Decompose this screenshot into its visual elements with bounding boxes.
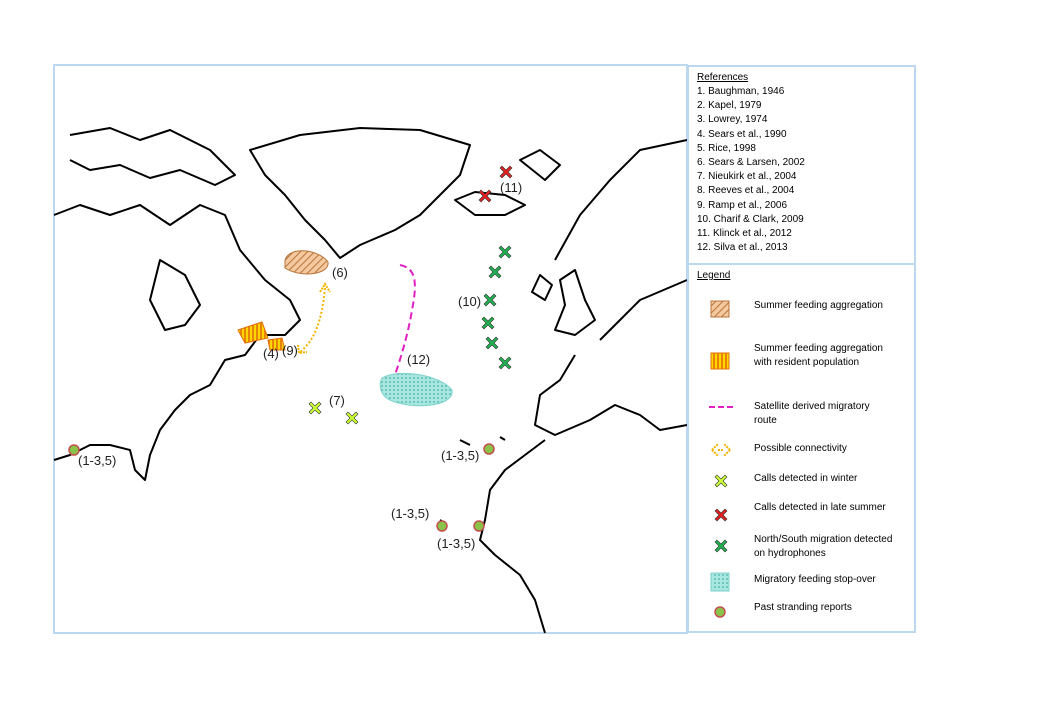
legend-symbols (709, 300, 733, 618)
resident-population-area (237, 321, 286, 351)
references-panel: References 1. Baughman, 1946 2. Kapel, 19… (687, 65, 916, 265)
reference-item: 3. Lowrey, 1974 (697, 114, 768, 126)
legend-label: Migratory feeding stop-over (754, 574, 876, 585)
summer-feeding-area (284, 250, 329, 275)
legend-label: Calls detected in late summer (754, 502, 886, 513)
reference-item: 11. Klinck et al., 2012 (697, 228, 792, 240)
legend-label: Summer feeding aggregation (754, 300, 883, 311)
legend-title: Legend (697, 270, 731, 281)
reference-item: 8. Reeves et al., 2004 (697, 185, 795, 197)
map-label: (9) (282, 343, 298, 358)
stop-over-area (379, 372, 453, 407)
legend-label: Calls detected in winter (754, 473, 858, 484)
legend-label: Possible connectivity (754, 443, 847, 454)
reference-item: 2. Kapel, 1979 (697, 100, 762, 112)
legend-label: North/South migration detected on hydrop… (754, 534, 893, 559)
reference-item: 6. Sears & Larsen, 2002 (697, 157, 805, 169)
markers (68, 165, 513, 532)
map-label: (1-3,5) (441, 448, 479, 463)
map-label: (11) (500, 180, 522, 195)
map-label: (1-3,5) (437, 536, 475, 551)
map-label: (1-3,5) (391, 506, 429, 521)
map-label: (10) (458, 294, 481, 309)
map-label: (12) (407, 352, 430, 367)
connectivity-arrows (297, 282, 331, 355)
reference-item: 9. Ramp et al., 2006 (697, 199, 788, 211)
legend-label: Past stranding reports (754, 602, 852, 613)
reference-item: 5. Rice, 1998 (697, 142, 756, 154)
map-label: (4) (263, 346, 279, 361)
connectivity-path (299, 287, 326, 353)
map-label: (6) (332, 265, 348, 280)
coastlines (53, 127, 688, 634)
legend-label: Satellite derived migratory route (754, 401, 870, 426)
reference-item: 1. Baughman, 1946 (697, 86, 785, 97)
map-label: (7) (329, 393, 345, 408)
reference-item: 10. Charif & Clark, 2009 (697, 213, 804, 225)
reference-item: 7. Nieukirk et al., 2004 (697, 171, 797, 183)
map-frame (53, 64, 688, 634)
map-label: (1-3,5) (78, 453, 116, 468)
references-title: References (697, 72, 749, 83)
reference-item: 4. Sears et al., 1990 (697, 128, 787, 140)
reference-item: 12. Silva et al., 2013 (697, 242, 788, 254)
legend-label: Summer feeding aggregation with resident… (754, 343, 883, 368)
migratory-route (394, 264, 416, 376)
legend-panel: Legend Summer feeding aggregation Summer … (687, 263, 916, 633)
